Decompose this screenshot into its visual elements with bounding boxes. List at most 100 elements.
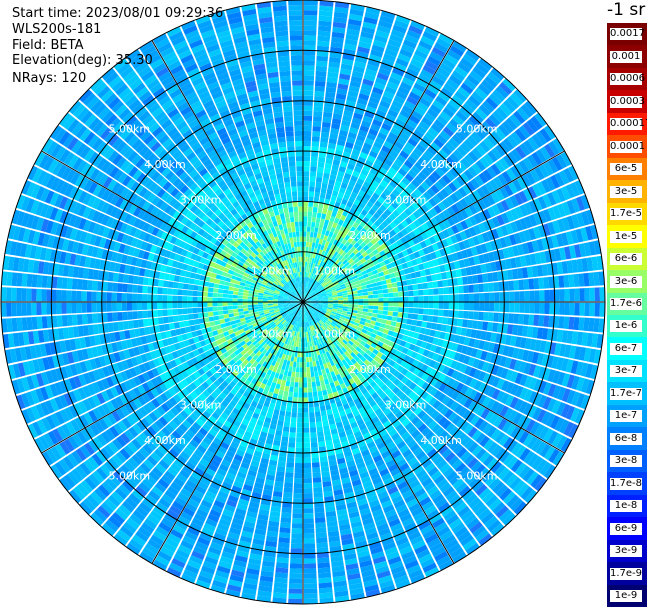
beta-range-gate [526,241,535,254]
beta-range-gate [484,302,490,312]
beta-range-gate [353,304,359,308]
beta-range-gate [355,56,368,64]
beta-range-gate [320,131,330,138]
beta-range-gate [404,159,414,169]
beta-range-gate [407,169,418,179]
beta-range-gate [414,271,422,278]
beta-range-gate [463,138,475,150]
beta-range-gate [568,165,579,181]
beta-range-gate [368,184,377,192]
beta-range-gate [350,246,357,252]
beta-range-gate [379,15,394,25]
beta-range-gate [332,294,338,298]
beta-range-gate [427,245,435,253]
beta-range-gate [424,112,436,123]
beta-range-gate [316,55,328,62]
beta-range-gate [334,180,342,187]
beta-range-gate [560,151,572,167]
beta-range-gate [463,285,469,294]
beta-range-gate [368,275,375,280]
beta-range-gate [325,383,331,390]
beta-range-gate [303,221,307,227]
beta-range-gate [425,210,434,220]
beta-range-gate [310,171,317,177]
beta-range-gate [576,212,585,227]
beta-range-gate [404,141,415,151]
beta-range-gate [438,33,454,45]
beta-range-gate [486,230,495,241]
beta-range-gate [563,316,570,330]
beta-range-gate [363,205,371,213]
beta-range-gate [458,310,464,319]
beta-range-gate [347,163,355,171]
beta-range-gate [445,271,453,279]
beta-range-gate [365,212,373,220]
beta-range-gate [483,312,489,321]
beta-range-gate [498,281,504,292]
beta-range-gate [428,236,437,245]
beta-range-gate [367,291,374,295]
beta-range-gate [412,284,419,291]
beta-range-gate [453,149,464,161]
beta-range-gate [509,291,515,302]
beta-range-gate [442,58,456,70]
beta-range-gate [348,296,354,300]
beta-range-gate [416,234,424,243]
beta-range-gate [470,265,477,275]
beta-range-gate [468,204,478,215]
beta-range-gate [403,307,409,313]
beta-range-gate [451,134,463,145]
beta-range-gate [448,286,454,294]
beta-range-gate [370,278,376,284]
beta-range-gate [560,186,571,201]
beta-range-gate [374,321,381,327]
beta-range-gate [472,66,486,79]
beta-range-gate [318,156,326,163]
beta-range-gate [531,265,539,278]
beta-range-gate [435,95,448,107]
beta-range-gate [398,291,404,297]
beta-range-gate [417,157,428,167]
beta-range-gate [372,119,383,127]
beta-range-gate [429,329,436,337]
beta-range-gate [303,417,309,423]
beta-range-gate [479,293,485,302]
beta-range-gate [359,36,373,45]
beta-range-gate [432,281,439,288]
beta-range-gate [360,282,367,287]
beta-range-gate [352,222,359,229]
beta-range-gate [408,302,414,308]
beta-range-gate [294,467,303,474]
beta-range-gate [418,249,425,257]
beta-range-gate [290,558,303,564]
beta-range-gate [558,275,565,288]
beta-range-gate [316,60,328,67]
beta-range-gate [353,299,359,302]
beta-range-gate [501,120,514,134]
beta-range-gate [499,302,505,312]
beta-range-gate [327,148,335,155]
beta-range-gate [279,532,291,539]
beta-range-gate [382,175,392,184]
beta-range-gate [399,109,411,119]
beta-range-gate [383,53,396,63]
beta-range-gate [324,198,330,205]
beta-range-gate [541,179,551,193]
beta-range-gate [316,293,322,297]
beta-range-gate [482,273,489,283]
beta-range-gate [330,255,336,262]
beta-range-gate [485,331,492,342]
beta-range-gate [279,384,285,391]
beta-range-gate [463,293,470,302]
beta-range-gate [303,300,308,302]
beta-range-gate [437,316,444,324]
beta-range-gate [479,302,485,311]
beta-range-gate [364,264,371,270]
beta-range-gate [502,270,509,281]
beta-range-gate [475,245,483,255]
beta-range-gate [343,146,353,154]
beta-range-gate [554,172,565,187]
beta-range-gate [458,106,471,119]
beta-range-gate [548,315,555,328]
beta-range-gate [414,161,424,171]
